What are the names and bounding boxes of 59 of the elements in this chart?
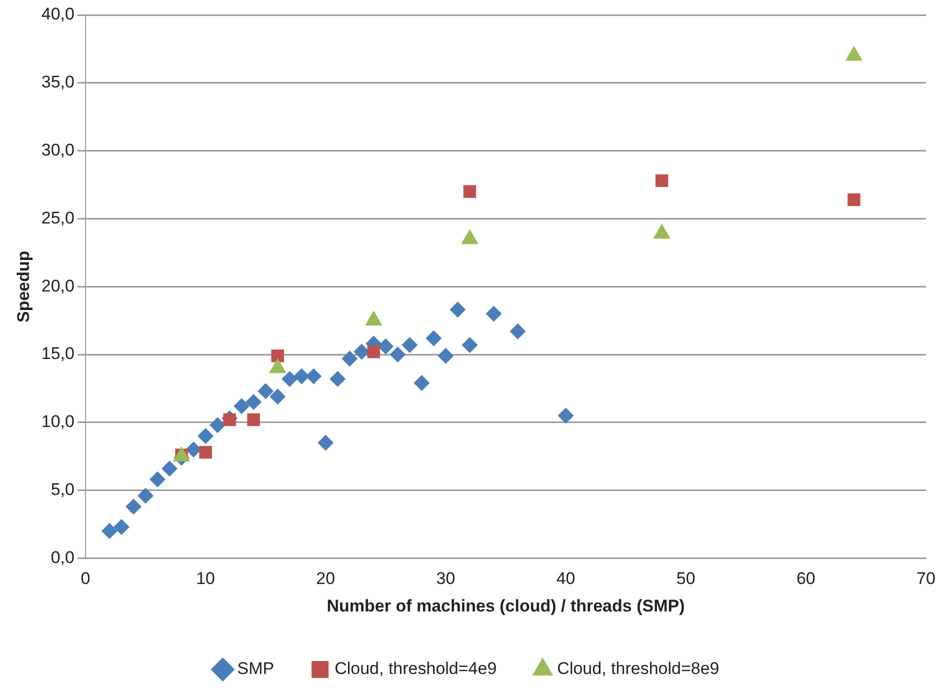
point [150,471,166,488]
y-tick-label: 40,0 [41,4,74,24]
point [282,370,298,387]
point [102,523,118,540]
point [367,345,380,358]
x-tick-label: 70 [916,569,936,588]
point [848,193,860,206]
point [162,460,178,477]
point [558,408,574,424]
y-axis-title: Speedup [14,250,33,322]
legend-label: SMP [237,659,274,678]
point [270,388,286,405]
point [138,488,154,504]
point [246,394,262,410]
point [306,368,322,384]
legend-label: Cloud, threshold=4e9 [334,659,497,678]
point [342,350,358,367]
point [378,338,394,354]
point [462,336,478,353]
point [294,368,310,384]
y-tick-label: 15,0 [41,344,74,364]
point [258,383,274,400]
y-tick-label: 5,0 [50,480,74,499]
point [510,323,526,340]
y-tick-label: 35,0 [41,72,74,92]
y-tick-label: 10,0 [41,412,74,432]
point [126,498,142,515]
point [486,306,502,322]
point [198,428,214,444]
x-tick-label: 20 [316,569,336,588]
x-tick-label: 10 [196,569,216,588]
point [414,375,430,392]
point [234,398,250,414]
x-axis-title: Number of machines (cloud) / threads (SMP) [326,596,685,616]
point [390,346,406,362]
point [330,370,346,387]
y-tick-label: 20,0 [41,276,74,296]
point [223,413,236,426]
point [318,434,334,451]
x-tick-label: 50 [676,569,696,588]
x-tick-label: 60 [796,569,816,588]
point [655,174,668,188]
point [210,417,226,434]
x-tick-label: 30 [436,569,456,588]
x-tick-label: 0 [80,569,90,588]
point [438,348,454,364]
y-tick-label: 30,0 [41,140,74,160]
y-tick-label: 25,0 [41,208,74,228]
point [450,302,466,318]
legend-label: Cloud, threshold=8e9 [557,659,720,678]
point [463,185,476,198]
y-tick-label: 0,0 [50,548,74,567]
point [199,446,212,459]
x-tick-label: 40 [556,569,576,588]
point [247,413,260,426]
point [114,518,130,535]
point [271,349,284,362]
point [426,330,442,346]
point [402,336,418,353]
